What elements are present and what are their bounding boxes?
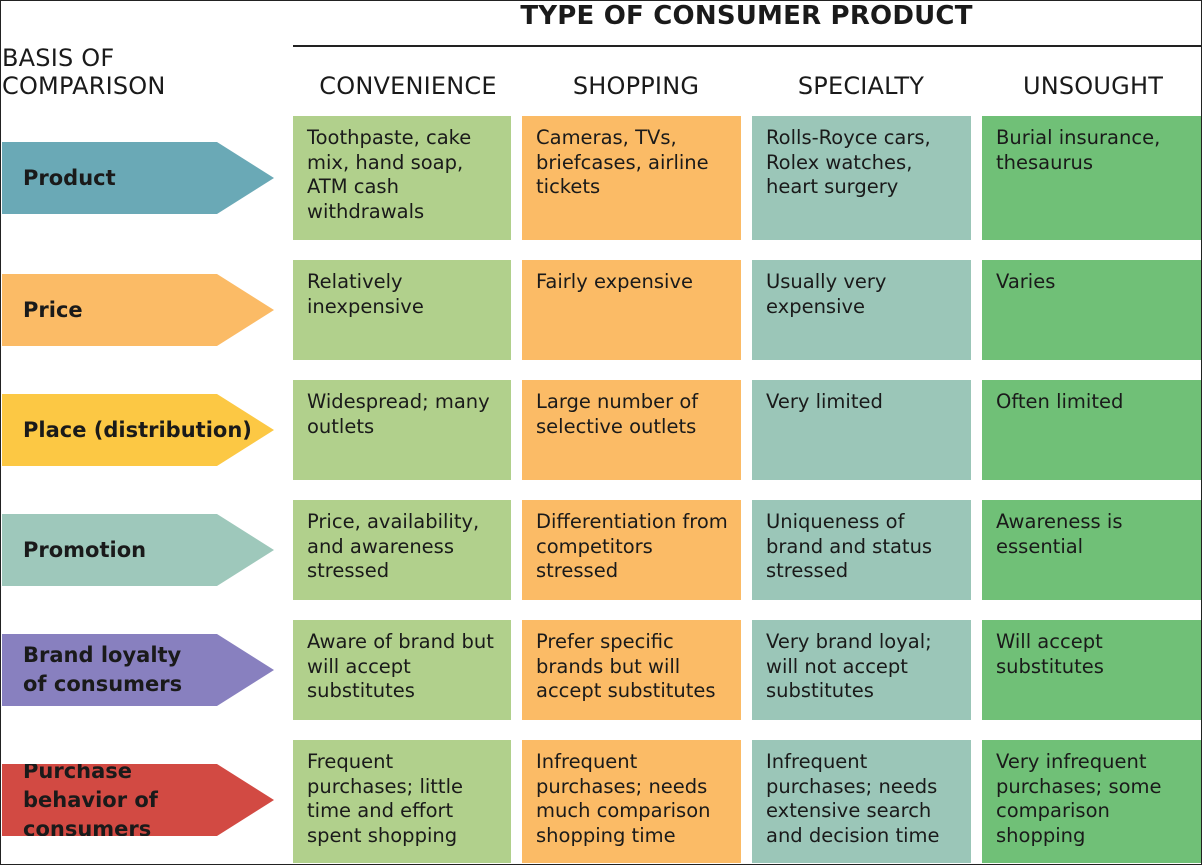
cell-loyalty-specialty: Very brand loyal; will not accept substi… (752, 620, 971, 720)
cell-product-shopping: Cameras, TVs, briefcases, airline ticket… (522, 116, 741, 240)
row-label-purchase-behavior: Purchase behavior of consumers (2, 764, 274, 836)
row-label-text: Purchase behavior of consumers (23, 758, 158, 841)
cell-price-convenience: Relatively inexpensive (293, 260, 511, 360)
column-header-specialty: SPECIALTY (797, 72, 925, 100)
cell-purchase-shopping: Infrequent purchases; needs much compari… (522, 740, 741, 863)
cell-loyalty-shopping: Prefer specific brands but will accept s… (522, 620, 741, 720)
cell-place-unsought: Often limited (982, 380, 1201, 480)
cell-product-specialty: Rolls-Royce cars, Rolex watches, heart s… (752, 116, 971, 240)
cell-price-specialty: Usually very expensive (752, 260, 971, 360)
row-label-brand-loyalty: Brand loyalty of consumers (2, 634, 274, 706)
cell-promotion-shopping: Differentiation from competitors stresse… (522, 500, 741, 600)
row-label-product: Product (2, 142, 274, 214)
page-title: TYPE OF CONSUMER PRODUCT (520, 1, 973, 31)
row-label-place: Place (distribution) (2, 394, 274, 466)
row-label-price: Price (2, 274, 274, 346)
row-label-text: Promotion (23, 537, 147, 562)
cell-product-convenience: Toothpaste, cake mix, hand soap, ATM cas… (293, 116, 511, 240)
row-label-text: Price (23, 297, 83, 322)
row-label-text: Brand loyalty of consumers (23, 643, 183, 696)
cell-price-shopping: Fairly expensive (522, 260, 741, 360)
title-divider (293, 45, 1202, 47)
cell-place-specialty: Very limited (752, 380, 971, 480)
row-label-text: Place (distribution) (23, 417, 252, 442)
cell-purchase-unsought: Very infrequent purchases; some comparis… (982, 740, 1201, 863)
cell-place-shopping: Large number of selective outlets (522, 380, 741, 480)
cell-purchase-convenience: Frequent purchases; little time and effo… (293, 740, 511, 863)
cell-loyalty-convenience: Aware of brand but will accept substitut… (293, 620, 511, 720)
cell-promotion-convenience: Price, availability, and awareness stres… (293, 500, 511, 600)
cell-place-convenience: Widespread; many outlets (293, 380, 511, 480)
column-header-convenience: CONVENIENCE (319, 72, 497, 100)
cell-price-unsought: Varies (982, 260, 1201, 360)
cell-product-unsought: Burial insurance, thesaurus (982, 116, 1201, 240)
cell-loyalty-unsought: Will accept substitutes (982, 620, 1201, 720)
cell-purchase-specialty: Infrequent purchases; needs extensive se… (752, 740, 971, 863)
column-header-shopping: SHOPPING (572, 72, 700, 100)
cell-promotion-unsought: Awareness is essential (982, 500, 1201, 600)
row-label-promotion: Promotion (2, 514, 274, 586)
row-label-text: Product (23, 165, 116, 190)
basis-of-comparison-label: BASIS OF COMPARISON (2, 44, 166, 100)
basis-line: BASIS OF COMPARISON (2, 44, 166, 100)
cell-promotion-specialty: Uniqueness of brand and status stressed (752, 500, 971, 600)
column-header-unsought: UNSOUGHT (1022, 72, 1164, 100)
